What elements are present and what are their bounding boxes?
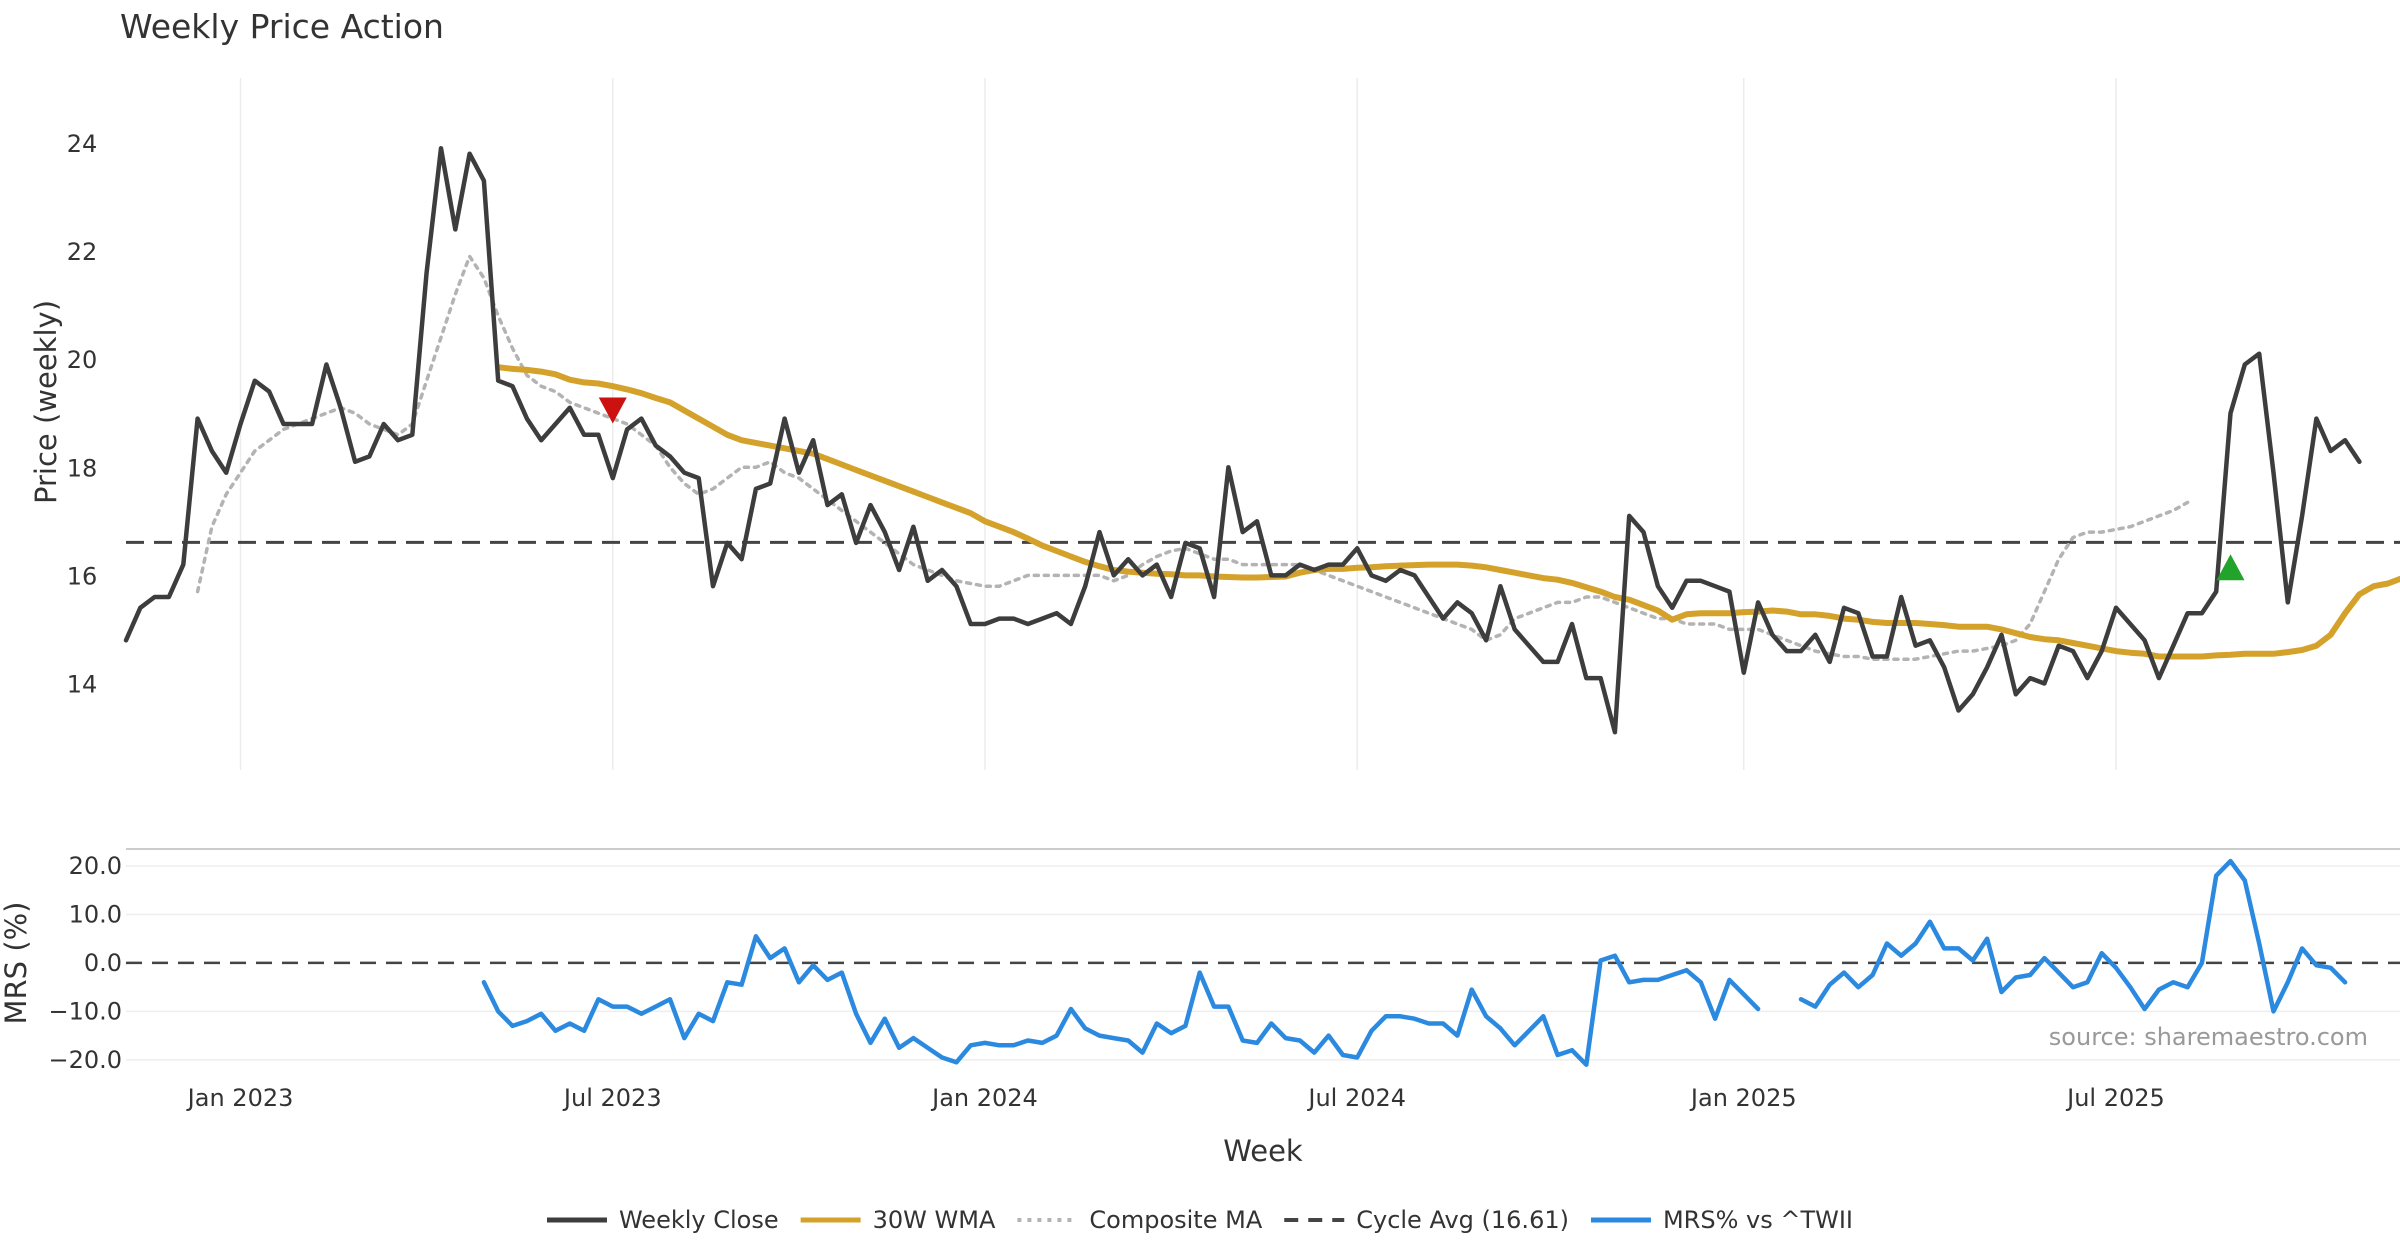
mrs-y-tick: 20.0 [69,852,122,880]
sell-signal-marker [598,397,627,424]
mrs-y-tick: −20.0 [48,1046,122,1074]
price-y-tick: 20 [67,346,98,374]
price-y-tick: 16 [67,562,98,590]
price-y-tick: 22 [67,238,98,266]
mrs-y-tick: 0.0 [84,949,122,977]
x-tick: Jul 2025 [2065,1084,2165,1112]
legend-label: MRS% vs ^TWII [1663,1206,1853,1234]
buy-signal-marker [2216,554,2245,581]
price-y-axis-label: Price (weekly) [29,300,63,504]
mrs-line-segment [1798,858,2348,1014]
price-y-tick: 24 [67,130,98,158]
weekly-close-line [123,146,2362,735]
x-axis-label: Week [1223,1134,1303,1168]
price-y-tick-labels: 14 16 18 20 22 24 [67,130,98,699]
x-axis-tick-labels: Jan 2023 Jul 2023 Jan 2024 Jul 2024 Jan 2025… [186,1084,2165,1112]
price-y-tick: 14 [67,671,98,699]
legend-label: Composite MA [1089,1206,1262,1234]
mrs-y-tick-labels: 20.0 10.0 0.0 −10.0 −20.0 [48,852,122,1074]
x-tick: Jan 2024 [930,1084,1038,1112]
source-annotation: source: sharemaestro.com [2049,1023,2368,1051]
signal-markers [598,397,2245,581]
mrs-y-tick: −10.0 [48,997,122,1025]
wma-30w-line [495,364,2400,660]
legend-label: 30W WMA [873,1206,996,1234]
composite-ma-line [195,254,2190,661]
mrs-series-group [481,858,2348,1067]
chart-title: Weekly Price Action [120,7,444,46]
x-tick: Jul 2024 [1306,1084,1406,1112]
x-tick: Jul 2023 [562,1084,662,1112]
x-tick: Jan 2025 [1689,1084,1797,1112]
mrs-y-tick: 10.0 [69,900,122,928]
mrs-y-axis-label: MRS (%) [0,902,33,1025]
mrs-line-segment [481,934,1761,1067]
legend: Weekly Close 30W WMA Composite MA Cycle Avg… [546,1206,1853,1234]
x-tick: Jan 2023 [186,1084,294,1112]
legend-label: Cycle Avg (16.61) [1356,1206,1569,1234]
price-series-group [123,146,2400,735]
legend-label: Weekly Close [619,1206,779,1234]
mrs-gridlines [126,865,2400,1061]
price-gridlines [239,78,2117,770]
price-y-tick: 18 [67,454,98,482]
